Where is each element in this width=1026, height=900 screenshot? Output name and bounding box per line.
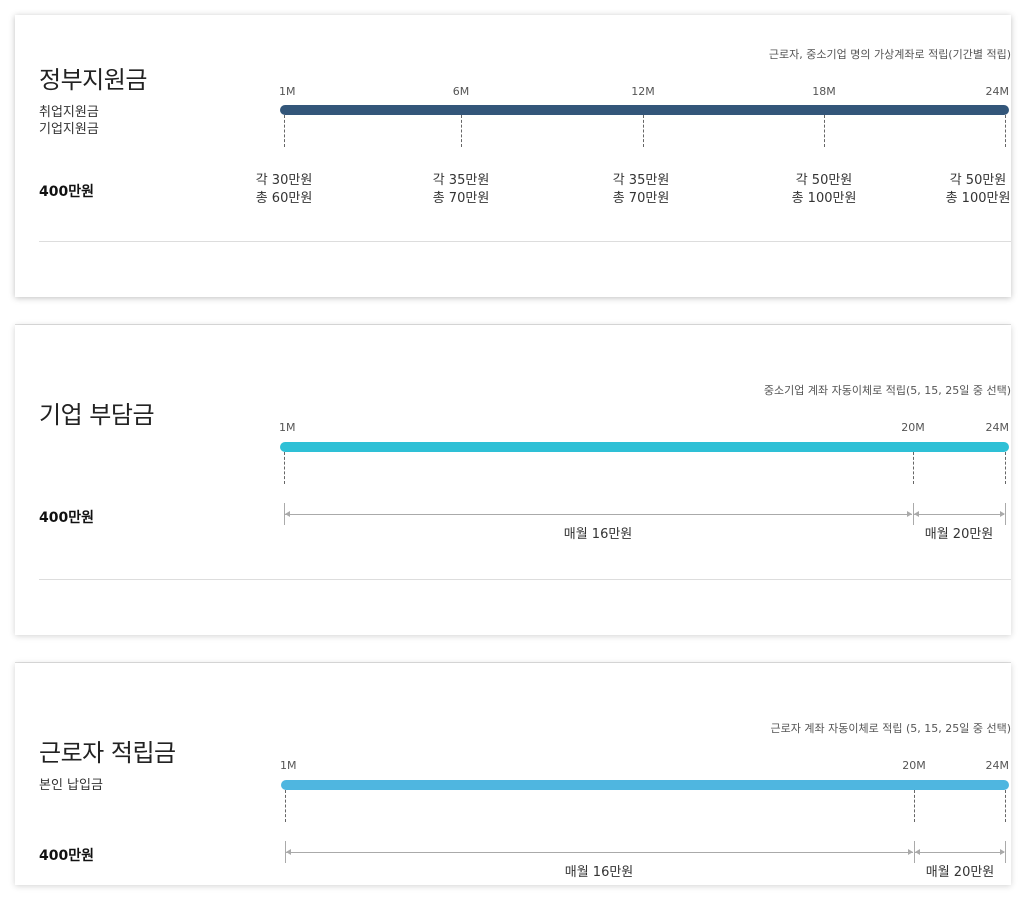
tick-label: 1M [279, 421, 296, 434]
payment-each: 각 35만원 [432, 173, 490, 188]
tick-label: 18M [812, 85, 836, 98]
section-subtitle: 본인 납입금 [39, 778, 103, 793]
span-label: 매월 20만원 [925, 865, 995, 880]
span-line [286, 852, 913, 853]
payment-total: 총 100만원 [791, 191, 857, 206]
span-label: 매월 20만원 [924, 527, 994, 542]
tick-dash [1005, 115, 1006, 147]
span-cap [284, 503, 285, 525]
section-note: 근로자, 중소기업 명의 가상계좌로 적립(기간별 적립) [768, 48, 1011, 61]
timeline-bar [281, 780, 1009, 790]
section-gap-line [15, 662, 1011, 663]
span-label: 매월 16만원 [563, 527, 633, 542]
tick-label: 24M [985, 421, 1010, 434]
tick-dash [461, 115, 462, 147]
amount-label: 400만원 [39, 848, 94, 864]
section-note: 근로자 계좌 자동이체로 적립 (5, 15, 25일 중 선택) [770, 722, 1011, 735]
span-line [914, 514, 1004, 515]
payment-each: 각 35만원 [612, 173, 670, 188]
tick-dash [824, 115, 825, 147]
company-contribution-card: 기업 부담금 400만원 중소기업 계좌 자동이체로 적립(5, 15, 25일… [15, 325, 1011, 635]
tick-dash [284, 452, 285, 484]
tick-dash [643, 115, 644, 147]
span-cap [1005, 841, 1006, 863]
amount-label: 400만원 [39, 510, 94, 526]
section-subtitle: 취업지원금 [39, 105, 99, 120]
tick-label: 6M [452, 85, 470, 98]
section-title: 정부지원금 [39, 66, 147, 94]
tick-dash [913, 452, 914, 484]
payment-info: 각 30만원 총 60만원 [256, 172, 313, 208]
payment-info: 각 35만원 총 70만원 [433, 172, 490, 208]
payment-total: 총 100만원 [945, 191, 1011, 206]
section-title: 기업 부담금 [39, 401, 155, 429]
amount-label: 400만원 [39, 184, 94, 200]
section-note: 중소기업 계좌 자동이체로 적립(5, 15, 25일 중 선택) [763, 384, 1011, 397]
arrow-right-icon [907, 511, 912, 517]
tick-dash [285, 790, 286, 822]
payment-total: 총 70만원 [612, 191, 670, 206]
tick-label: 20M [901, 421, 925, 434]
arrow-left-icon [915, 849, 920, 855]
arrow-right-icon [908, 849, 913, 855]
arrow-left-icon [285, 511, 290, 517]
worker-savings-card: 근로자 적립금 본인 납입금 400만원 근로자 계좌 자동이체로 적립 (5,… [15, 663, 1011, 885]
payment-info: 각 35만원 총 70만원 [613, 172, 670, 208]
tick-label: 20M [902, 759, 926, 772]
payment-info: 각 50만원 총 100만원 [946, 172, 1011, 208]
span-cap [914, 841, 915, 863]
section-gap-line [15, 324, 1011, 325]
tick-dash [1005, 452, 1006, 484]
span-cap [1005, 503, 1006, 525]
government-subsidy-card: 정부지원금 취업지원금 기업지원금 400만원 근로자, 중소기업 명의 가상계… [15, 15, 1011, 297]
section-subtitle: 기업지원금 [39, 122, 99, 137]
tick-dash [284, 115, 285, 147]
timeline-bar [280, 105, 1009, 115]
tick-label: 24M [985, 759, 1010, 772]
span-line [915, 852, 1004, 853]
section-title: 근로자 적립금 [39, 739, 176, 767]
tick-label: 24M [985, 85, 1010, 98]
span-cap [285, 841, 286, 863]
timeline-bar [280, 442, 1009, 452]
arrow-left-icon [914, 511, 919, 517]
arrow-right-icon [1000, 849, 1005, 855]
tick-dash [1005, 790, 1006, 822]
tick-dash [914, 790, 915, 822]
payment-info: 각 50만원 총 100만원 [792, 172, 857, 208]
payment-each: 각 50만원 [795, 173, 853, 188]
divider [39, 241, 1011, 242]
span-cap [913, 503, 914, 525]
divider [39, 579, 1011, 580]
tick-label: 12M [631, 85, 655, 98]
arrow-left-icon [286, 849, 291, 855]
payment-each: 각 50만원 [949, 173, 1007, 188]
span-label: 매월 16만원 [564, 865, 634, 880]
payment-total: 총 60만원 [255, 191, 313, 206]
tick-label: 1M [279, 85, 296, 98]
arrow-right-icon [1000, 511, 1005, 517]
payment-total: 총 70만원 [432, 191, 490, 206]
tick-label: 1M [280, 759, 297, 772]
span-line [285, 514, 912, 515]
payment-each: 각 30만원 [255, 173, 313, 188]
